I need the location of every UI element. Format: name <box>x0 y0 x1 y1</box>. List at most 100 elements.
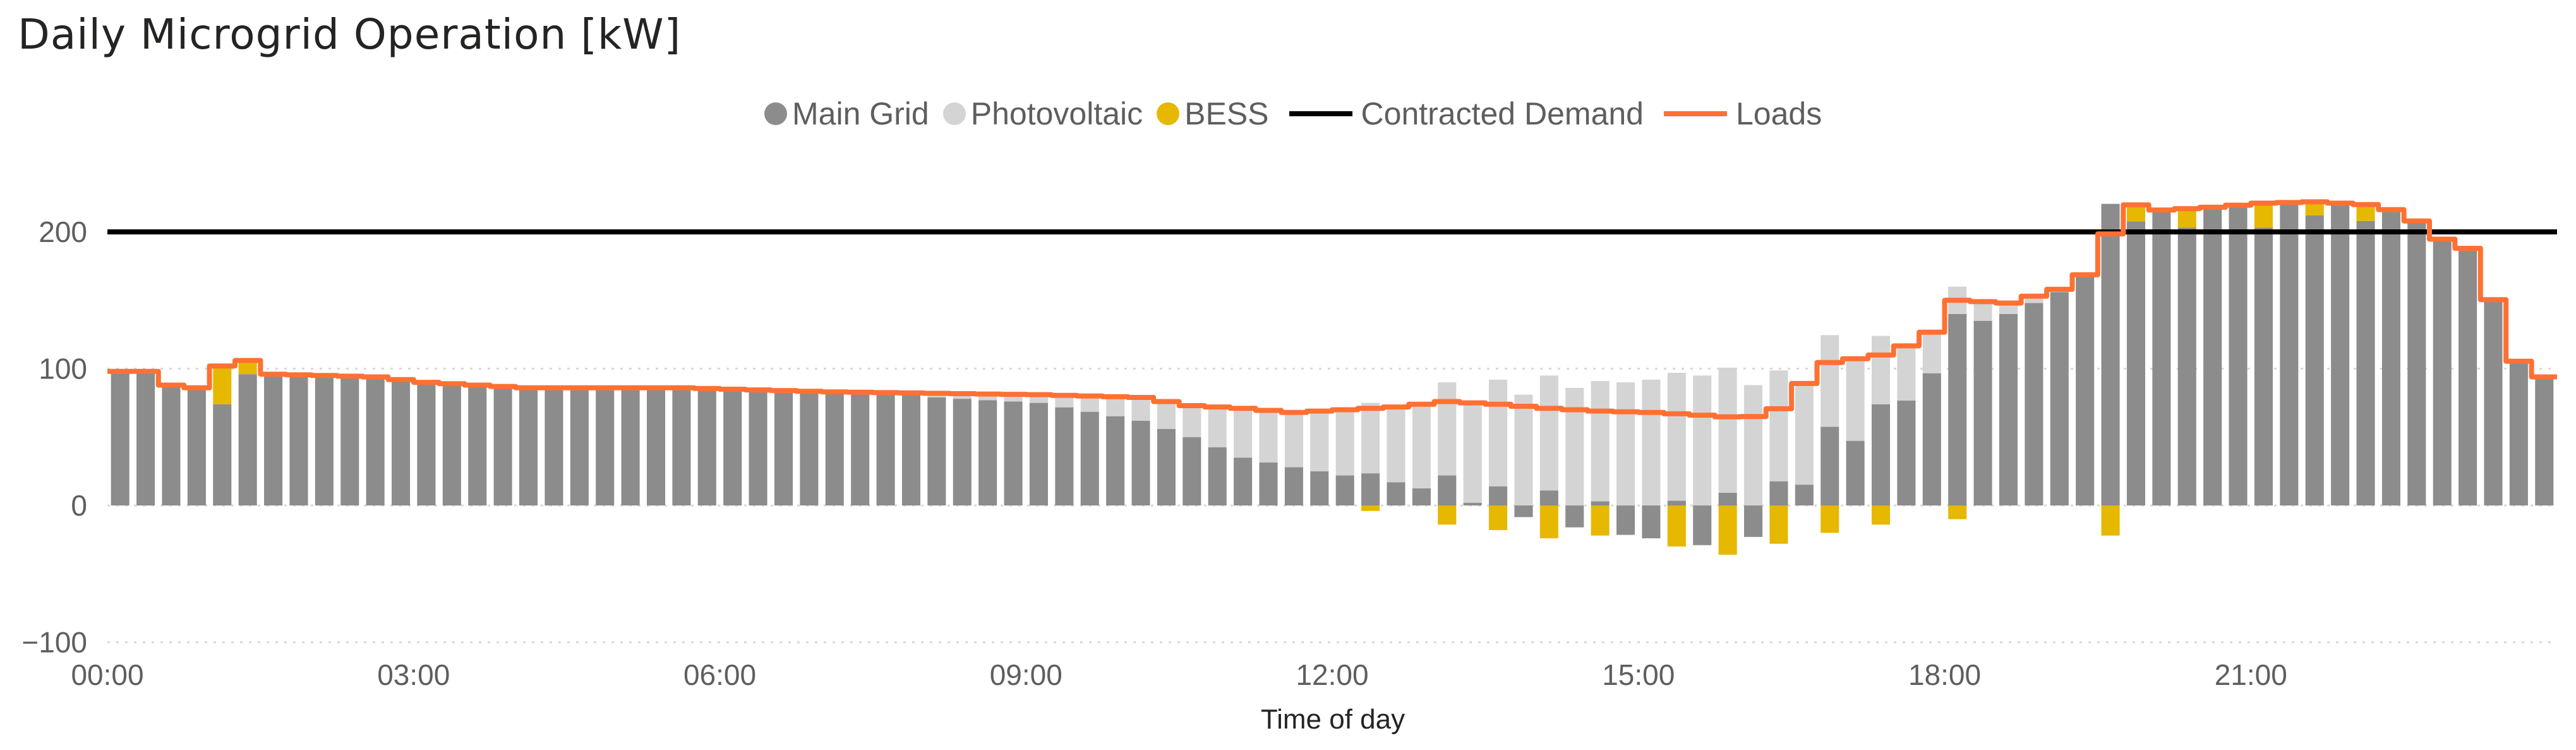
bar-stack[interactable] <box>1948 286 1967 519</box>
bar-stack[interactable] <box>1208 407 1227 505</box>
bar-stack[interactable] <box>1463 402 1482 505</box>
bar-stack[interactable] <box>1131 397 1150 505</box>
bar-stack[interactable] <box>2203 207 2222 505</box>
bar-stack[interactable] <box>1642 379 1661 538</box>
bar-stack[interactable] <box>1080 396 1099 505</box>
bar-stack[interactable] <box>2331 203 2350 505</box>
bar-stack[interactable] <box>2101 203 2120 536</box>
bar-stack[interactable] <box>2076 274 2095 505</box>
bar-stack[interactable] <box>1361 402 1380 511</box>
bar-stack[interactable] <box>1259 410 1278 505</box>
bar-stack[interactable] <box>468 385 487 505</box>
legend-item-main-grid[interactable]: Main Grid <box>764 95 929 132</box>
bar-stack[interactable] <box>315 375 334 505</box>
bar-stack[interactable] <box>2535 377 2554 505</box>
bar-stack[interactable] <box>749 390 767 505</box>
bar-stack[interactable] <box>136 371 155 505</box>
bar-stack[interactable] <box>366 377 385 505</box>
bar-stack[interactable] <box>1539 375 1558 538</box>
bar-stack[interactable] <box>672 387 691 505</box>
bar-stack[interactable] <box>774 390 793 505</box>
bar-stack[interactable] <box>2433 239 2452 505</box>
bar-stack[interactable] <box>1999 303 2018 505</box>
bar-stack[interactable] <box>1821 335 1839 533</box>
bar-stack[interactable] <box>2459 248 2477 505</box>
bar-stack[interactable] <box>1769 370 1788 544</box>
bar-stack[interactable] <box>825 392 844 505</box>
bar-stack[interactable] <box>1055 395 1074 505</box>
bar-stack[interactable] <box>2177 209 2196 505</box>
bar-stack[interactable] <box>1106 396 1125 505</box>
bar-stack[interactable] <box>1973 301 1992 505</box>
bar-stack[interactable] <box>2126 205 2146 505</box>
legend-item-loads[interactable]: Loads <box>1658 95 1822 132</box>
bar-stack[interactable] <box>1438 382 1457 525</box>
bar-stack[interactable] <box>238 360 257 505</box>
bar-stack[interactable] <box>162 385 181 505</box>
bar-stack[interactable] <box>1489 379 1508 530</box>
bar-stack[interactable] <box>2381 209 2400 505</box>
bar-stack[interactable] <box>493 386 512 505</box>
bar-stack[interactable] <box>953 394 972 505</box>
bar-stack[interactable] <box>1412 404 1431 505</box>
bar-stack[interactable] <box>545 387 563 505</box>
legend-item-contracted-demand[interactable]: Contracted Demand <box>1283 95 1644 132</box>
bar-stack[interactable] <box>2509 361 2528 505</box>
bar-stack[interactable] <box>1591 380 1610 536</box>
bar-stack[interactable] <box>1693 375 1712 545</box>
legend-item-bess[interactable]: BESS <box>1157 95 1269 132</box>
bar-stack[interactable] <box>1310 411 1329 505</box>
bar-stack[interactable] <box>1667 372 1686 547</box>
bar-stack[interactable] <box>2305 202 2324 505</box>
bar-stack[interactable] <box>927 393 946 505</box>
bar-stack[interactable] <box>1029 394 1048 505</box>
bar-stack[interactable] <box>2484 299 2503 505</box>
bar-stack[interactable] <box>851 392 870 505</box>
bar-stack[interactable] <box>2254 203 2273 505</box>
bar-stack[interactable] <box>417 382 436 505</box>
bar-stack[interactable] <box>187 387 206 505</box>
bar-stack[interactable] <box>978 394 997 505</box>
bar-stack[interactable] <box>289 375 308 505</box>
bar-stack[interactable] <box>111 371 129 505</box>
bar-stack[interactable] <box>1718 367 1737 555</box>
bar-stack[interactable] <box>2280 202 2299 505</box>
loads-line[interactable] <box>107 199 2557 420</box>
bar-stack[interactable] <box>392 379 411 505</box>
bar-stack[interactable] <box>1846 358 1865 505</box>
bar-stack[interactable] <box>264 374 283 505</box>
bar-stack[interactable] <box>1795 383 1814 505</box>
legend-item-photovoltaic[interactable]: Photovoltaic <box>942 95 1143 132</box>
bar-stack[interactable] <box>1387 407 1405 505</box>
bar-stack[interactable] <box>800 391 819 505</box>
bar-stack[interactable] <box>646 387 666 505</box>
bar-stack[interactable] <box>1743 385 1763 537</box>
bar-stack[interactable] <box>2407 221 2426 505</box>
bar-stack[interactable] <box>2152 210 2171 505</box>
bar-stack[interactable] <box>1284 412 1303 505</box>
bar-stack[interactable] <box>1871 336 1891 525</box>
bar-stack[interactable] <box>1183 405 1201 505</box>
bar-stack[interactable] <box>1897 346 1916 505</box>
bar-stack[interactable] <box>621 387 640 505</box>
bar-stack[interactable] <box>876 392 895 505</box>
bar-stack[interactable] <box>1335 409 1354 505</box>
bar-stack[interactable] <box>1514 394 1533 517</box>
bar-stack[interactable] <box>901 392 921 505</box>
bar-stack[interactable] <box>1004 394 1023 505</box>
bar-stack[interactable] <box>1234 408 1253 505</box>
bar-stack[interactable] <box>2050 289 2069 505</box>
bar-stack[interactable] <box>213 366 232 505</box>
bar-stack[interactable] <box>519 387 538 505</box>
bar-stack[interactable] <box>340 376 359 505</box>
bar-stack[interactable] <box>2229 205 2248 505</box>
bar-stack[interactable] <box>570 387 589 505</box>
bar-stack[interactable] <box>442 384 461 505</box>
bar-stack[interactable] <box>1922 332 1941 505</box>
bar-stack[interactable] <box>697 388 716 505</box>
bar-stack[interactable] <box>2025 296 2043 505</box>
bar-stack[interactable] <box>1157 401 1176 505</box>
bar-stack[interactable] <box>1616 382 1635 535</box>
bar-stack[interactable] <box>723 389 742 505</box>
bar-stack[interactable] <box>596 387 615 505</box>
